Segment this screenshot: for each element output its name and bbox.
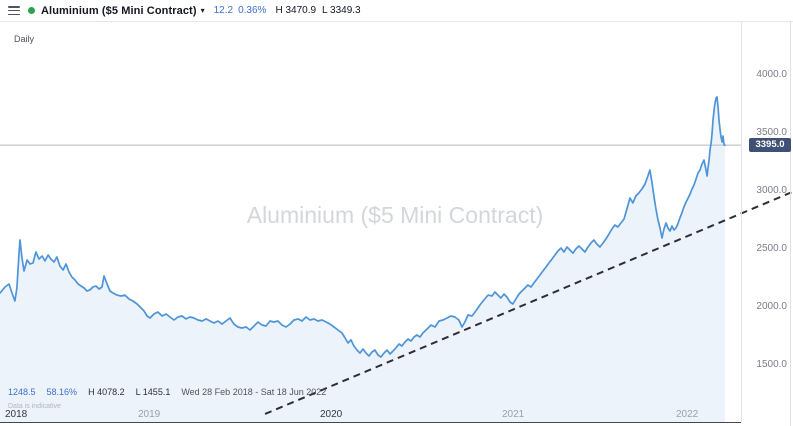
time-tick-label: 2021 (502, 409, 525, 420)
price-tick-label: 2500.0 (756, 243, 787, 254)
range-change-percent: 58.16% (46, 387, 78, 397)
price-change: 12.2 (213, 5, 234, 16)
price-tick-label: 4000.0 (756, 69, 787, 80)
time-axis-line (0, 422, 741, 423)
session-low: L 3349.3 (322, 5, 361, 16)
symbol-name[interactable]: Aluminium ($5 Mini Contract) (41, 4, 197, 17)
range-high: H 4078.2 (88, 387, 125, 397)
price-change-percent: 0.36% (238, 5, 267, 16)
market-open-icon (28, 7, 35, 14)
price-area-fill (0, 97, 726, 422)
time-tick-label: 2022 (676, 409, 699, 420)
range-stats: 1248.5 58.16% H 4078.2 L 1455.1 Wed 28 F… (8, 387, 337, 397)
data-disclaimer: Data is indicative (8, 403, 61, 410)
range-dates: Wed 28 Feb 2018 - Sat 18 Jun 2022 (181, 387, 327, 397)
panel-right-border (790, 22, 791, 426)
price-tick-label: 1500.0 (756, 359, 787, 370)
chart-header: Aluminium ($5 Mini Contract) ▾ 12.2 0.36… (0, 0, 793, 22)
menu-icon[interactable] (8, 6, 20, 15)
range-low: L 1455.1 (135, 387, 171, 397)
session-high: H 3470.9 (275, 5, 317, 16)
chevron-down-icon[interactable]: ▾ (200, 5, 205, 15)
price-line-series (0, 96, 726, 358)
time-tick-label: 2018 (5, 409, 28, 420)
price-axis-separator (741, 22, 742, 422)
time-tick-label: 2019 (138, 409, 161, 420)
price-tick-label: 3500.0 (756, 127, 787, 138)
interval-label: Daily (14, 34, 35, 44)
last-price-label: 3395.0 (749, 138, 791, 153)
time-tick-label: 2020 (320, 409, 343, 420)
range-change: 1248.5 (8, 387, 36, 397)
price-tick-label: 3000.0 (756, 185, 787, 196)
price-tick-label: 2000.0 (756, 301, 787, 312)
